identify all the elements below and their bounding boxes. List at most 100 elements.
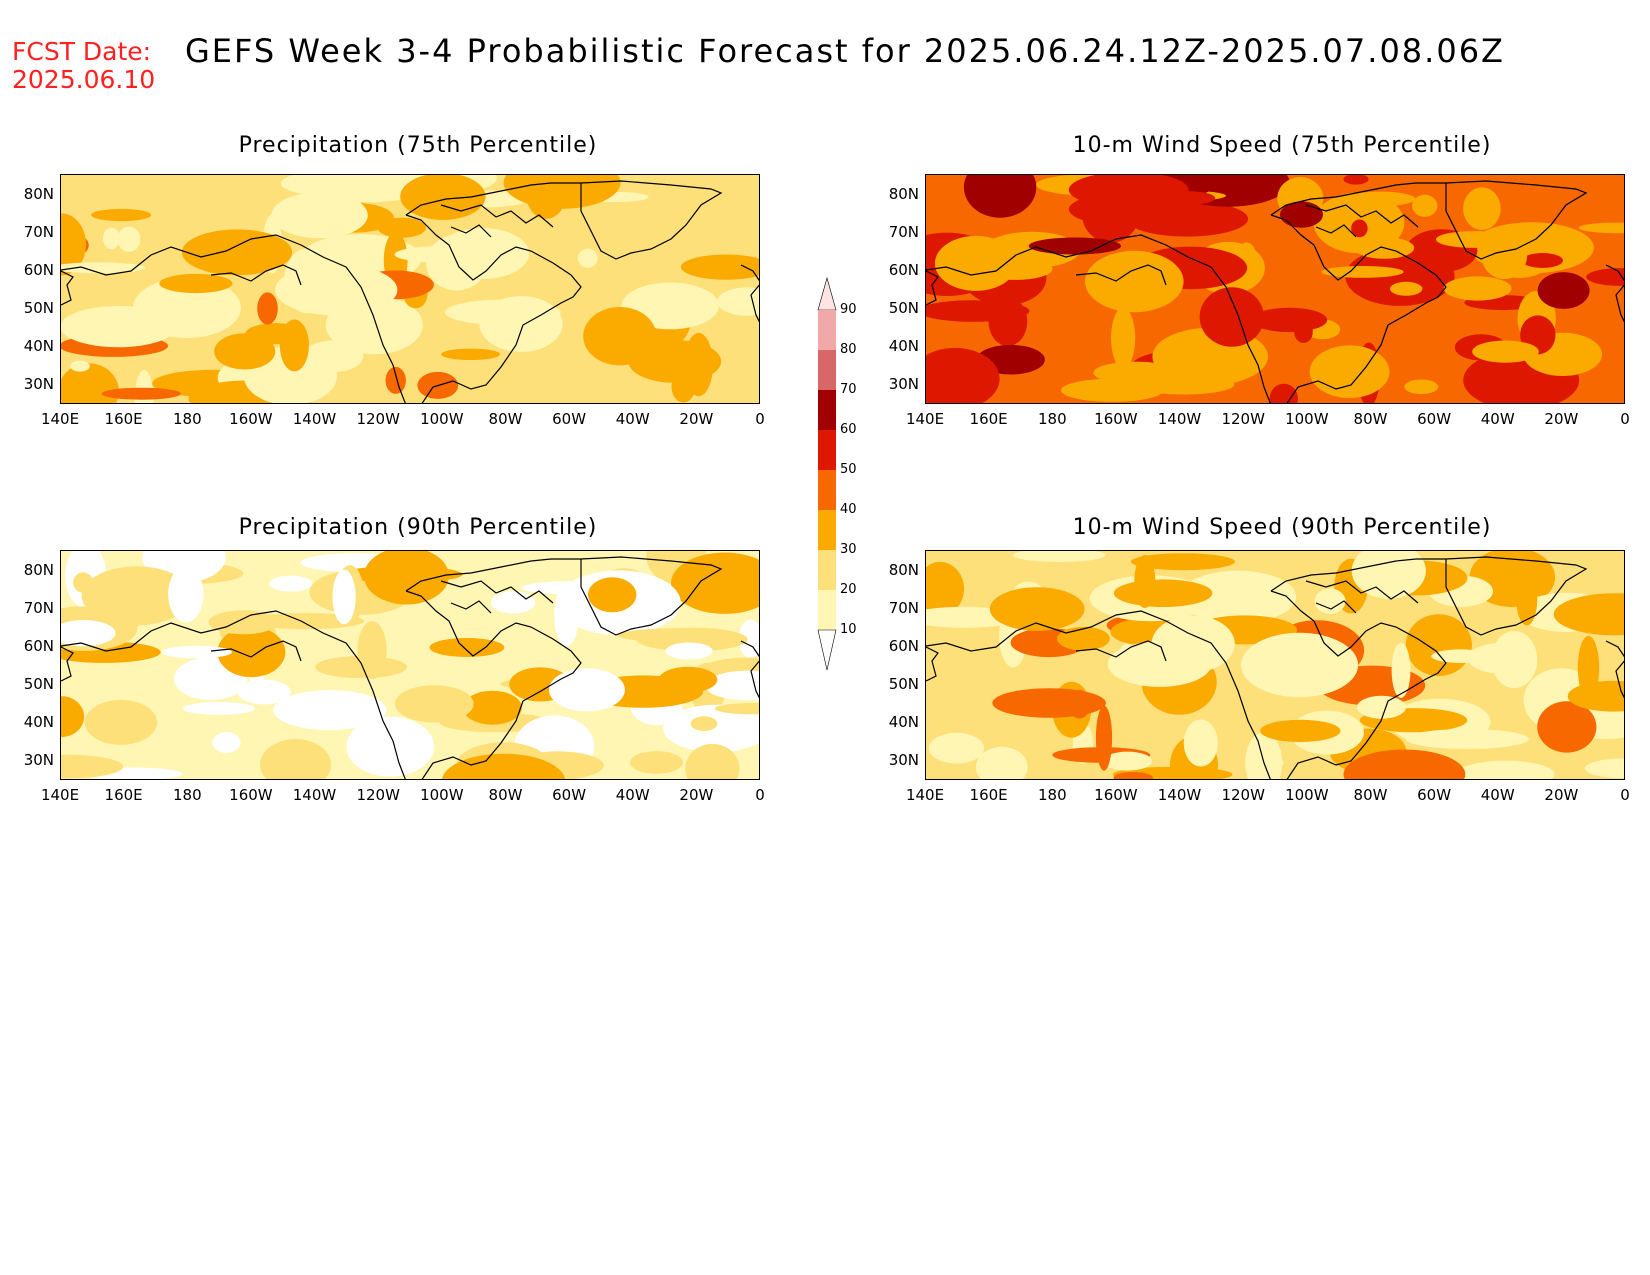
probability-blob xyxy=(103,227,120,250)
lon-tick-label: 40W xyxy=(615,786,650,804)
probability-blob xyxy=(429,638,505,657)
colorbar-level-label: 50 xyxy=(840,462,857,477)
lon-tick-label: 80W xyxy=(488,410,523,428)
probability-blob xyxy=(1061,378,1164,402)
coastline xyxy=(1315,224,1357,238)
lon-tick-label: 160W xyxy=(229,786,273,804)
probability-blob xyxy=(1183,719,1218,767)
colorbar-top-arrow xyxy=(817,276,837,311)
probability-blob xyxy=(1351,551,1426,599)
probability-blob xyxy=(275,264,398,316)
map-panel-precip75 xyxy=(60,174,760,404)
probability-blob xyxy=(1240,632,1359,698)
probability-blob xyxy=(161,645,232,659)
coastline xyxy=(1305,204,1419,228)
lon-tick-label: 20W xyxy=(1544,410,1579,428)
colorbar-segment xyxy=(818,470,836,510)
map-field-svg xyxy=(61,175,759,403)
panel-title-precip90: Precipitation (90th Percentile) xyxy=(238,515,598,540)
probability-blob xyxy=(671,552,759,614)
map-field-svg xyxy=(926,551,1624,779)
map-panel-wind90 xyxy=(925,550,1625,780)
colorbar-segment xyxy=(818,510,836,550)
probability-blob xyxy=(315,656,407,679)
probability-blob xyxy=(658,666,718,693)
probability-blob xyxy=(61,620,116,647)
lon-tick-label: 160E xyxy=(104,786,143,804)
coastline xyxy=(210,264,302,286)
probability-blob xyxy=(332,569,356,625)
map-field-svg xyxy=(926,175,1624,403)
coastline xyxy=(405,214,582,403)
probability-blob xyxy=(1522,253,1563,268)
probability-blob xyxy=(117,226,141,252)
colorbar-segment xyxy=(818,550,836,590)
colorbar-bottom-arrow xyxy=(817,629,837,671)
probability-blob xyxy=(1057,626,1110,651)
lat-tick-label: 30N xyxy=(23,375,54,393)
probability-blob xyxy=(684,332,713,397)
lon-tick-label: 120W xyxy=(1221,786,1265,804)
probability-blob xyxy=(1453,733,1473,744)
lon-tick-label: 100W xyxy=(1285,786,1329,804)
lon-tick-label: 160W xyxy=(1094,786,1138,804)
main-title: GEFS Week 3-4 Probabilistic Forecast for… xyxy=(185,32,1505,70)
lon-tick-label: 140E xyxy=(905,786,945,804)
coastline xyxy=(61,610,406,779)
colorbar-level-label: 30 xyxy=(840,542,857,557)
coastline xyxy=(1075,640,1167,662)
lon-tick-label: 80W xyxy=(1353,410,1388,428)
lon-tick-label: 20W xyxy=(1544,786,1579,804)
lon-tick-label: 60W xyxy=(1417,786,1452,804)
map-panel-wind75 xyxy=(925,174,1625,404)
probability-blob xyxy=(1309,345,1390,398)
lat-tick-label: 80N xyxy=(888,561,919,579)
coastline xyxy=(61,646,74,682)
lat-tick-label: 70N xyxy=(888,223,919,241)
probability-blob xyxy=(926,561,964,616)
lat-tick-label: 60N xyxy=(888,637,919,655)
coastline xyxy=(1315,600,1357,614)
probability-blob xyxy=(1516,573,1538,626)
lat-tick-label: 50N xyxy=(23,675,54,693)
coastline xyxy=(405,182,581,216)
probability-blob xyxy=(680,254,759,280)
lon-tick-label: 0 xyxy=(755,410,765,428)
coastline xyxy=(450,224,492,238)
lon-tick-label: 100W xyxy=(420,410,464,428)
probability-blob xyxy=(61,754,124,779)
probability-blob xyxy=(168,566,204,623)
probability-blob xyxy=(583,307,657,366)
colorbar-segment xyxy=(818,350,836,390)
probability-blob xyxy=(705,670,759,701)
probability-blob xyxy=(279,319,309,372)
probability-blob xyxy=(377,217,426,238)
probability-blob xyxy=(1357,695,1406,719)
lat-tick-label: 70N xyxy=(23,599,54,617)
lon-tick-label: 0 xyxy=(755,786,765,804)
lat-tick-label: 30N xyxy=(888,375,919,393)
probability-blob xyxy=(61,213,86,276)
probability-blob xyxy=(630,751,683,774)
fcst-date-value: 2025.06.10 xyxy=(12,65,156,94)
probability-blob xyxy=(1113,772,1154,779)
coastline xyxy=(405,558,581,592)
lon-tick-label: 120W xyxy=(356,410,400,428)
probability-blob xyxy=(1472,340,1539,363)
probability-blob xyxy=(182,702,255,715)
probability-blob xyxy=(1343,175,1369,185)
colorbar-level-label: 20 xyxy=(840,582,857,597)
probability-blob xyxy=(84,699,158,745)
probability-blob xyxy=(577,248,598,268)
lon-tick-label: 0 xyxy=(1620,786,1630,804)
probability-blob xyxy=(1443,276,1512,301)
colorbar xyxy=(817,276,837,671)
probability-blob xyxy=(91,208,152,222)
lon-tick-label: 140E xyxy=(905,410,945,428)
lon-tick-label: 160W xyxy=(229,410,273,428)
probability-blob xyxy=(988,297,1028,346)
probability-blob xyxy=(394,685,474,723)
probability-blob xyxy=(273,690,387,731)
probability-blob xyxy=(260,739,332,779)
coastline xyxy=(1270,182,1446,216)
